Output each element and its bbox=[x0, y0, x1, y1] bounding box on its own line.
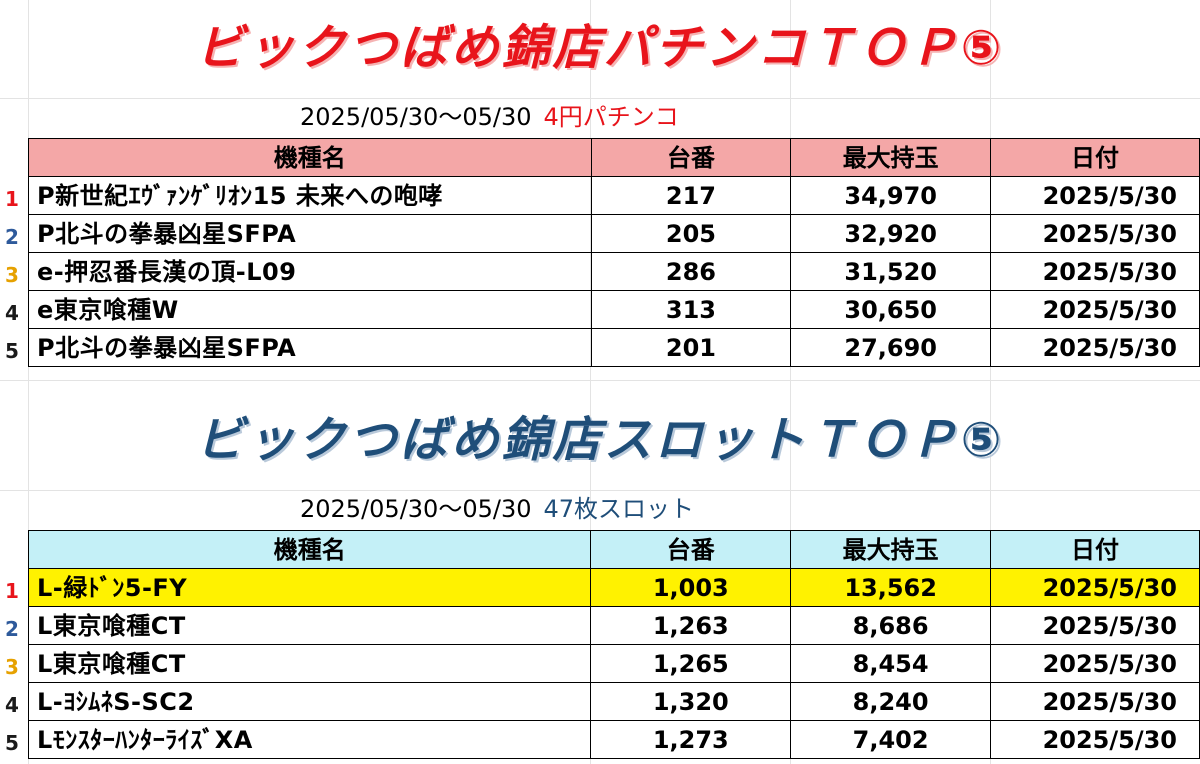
table-row: P北斗の拳暴凶星SFPA 205 32,920 2025/5/30 bbox=[28, 214, 1200, 253]
rank-number: 1 bbox=[5, 187, 19, 211]
date-cell: 2025/5/30 bbox=[990, 568, 1200, 607]
table-header-row: 機種名 台番 最大持玉 日付 bbox=[28, 138, 1200, 177]
header-date: 日付 bbox=[990, 530, 1200, 569]
machine-number-cell: 1,263 bbox=[590, 606, 792, 645]
pachinko-title: ビックつばめ錦店パチンコＴＯＰ⑤ bbox=[195, 20, 1005, 76]
table-row: L-ﾖｼﾑﾈS-SC2 1,320 8,240 2025/5/30 bbox=[27, 682, 1200, 721]
machine-name-cell: P北斗の拳暴凶星SFPA bbox=[28, 214, 592, 253]
table-row: e-押忍番長漢の頂-L09 286 31,520 2025/5/30 bbox=[28, 252, 1200, 291]
machine-number-cell: 217 bbox=[590, 176, 792, 215]
max-balls-cell: 8,240 bbox=[790, 682, 992, 721]
date-cell: 2025/5/30 bbox=[990, 682, 1200, 721]
max-balls-cell: 13,562 bbox=[790, 568, 992, 607]
header-max-balls: 最大持玉 bbox=[790, 530, 992, 569]
grid-line bbox=[990, 0, 991, 764]
rank-number: 4 bbox=[5, 693, 19, 717]
grid-line bbox=[0, 490, 1200, 491]
slot-period: 2025/05/30～05/30 bbox=[300, 495, 532, 523]
grid-line bbox=[590, 0, 591, 764]
table-header-row: 機種名 台番 最大持玉 日付 bbox=[27, 530, 1200, 569]
machine-name-cell: e東京喰種W bbox=[28, 290, 592, 329]
header-machine-number: 台番 bbox=[590, 138, 792, 177]
header-machine-number: 台番 bbox=[590, 530, 792, 569]
machine-number-cell: 205 bbox=[590, 214, 792, 253]
rank-number: 5 bbox=[5, 339, 19, 363]
date-cell: 2025/5/30 bbox=[990, 644, 1200, 683]
grid-line bbox=[790, 0, 791, 764]
machine-name-cell: LﾓﾝｽﾀｰﾊﾝﾀｰﾗｲｽﾞXA bbox=[27, 720, 592, 759]
machine-name-cell: L-緑ﾄﾞﾝ5-FY bbox=[27, 568, 592, 607]
table-row: P北斗の拳暴凶星SFPA 201 27,690 2025/5/30 bbox=[28, 328, 1200, 367]
max-balls-cell: 8,686 bbox=[790, 606, 992, 645]
machine-name-cell: P北斗の拳暴凶星SFPA bbox=[28, 328, 592, 367]
date-cell: 2025/5/30 bbox=[990, 290, 1200, 329]
date-cell: 2025/5/30 bbox=[990, 214, 1200, 253]
date-cell: 2025/5/30 bbox=[990, 176, 1200, 215]
machine-name-cell: P新世紀ｴｳﾞｧﾝｹﾞﾘｵﾝ15 未来への咆哮 bbox=[28, 176, 592, 215]
slot-period-line: 2025/05/30～05/30 47枚スロット bbox=[300, 492, 694, 526]
rank-number: 4 bbox=[5, 301, 19, 325]
max-balls-cell: 31,520 bbox=[790, 252, 992, 291]
table-row: L東京喰種CT 1,263 8,686 2025/5/30 bbox=[27, 606, 1200, 645]
machine-number-cell: 1,320 bbox=[590, 682, 792, 721]
machine-number-cell: 1,003 bbox=[590, 568, 792, 607]
slot-title: ビックつばめ錦店スロットＴＯＰ⑤ bbox=[195, 412, 1005, 468]
date-cell: 2025/5/30 bbox=[990, 328, 1200, 367]
rank-number: 5 bbox=[5, 731, 19, 755]
machine-name-cell: L東京喰種CT bbox=[27, 644, 592, 683]
pachinko-period-line: 2025/05/30～05/30 4円パチンコ bbox=[300, 100, 679, 134]
rank-number: 3 bbox=[5, 263, 19, 287]
machine-name-cell: L東京喰種CT bbox=[27, 606, 592, 645]
max-balls-cell: 8,454 bbox=[790, 644, 992, 683]
machine-name-cell: e-押忍番長漢の頂-L09 bbox=[28, 252, 592, 291]
machine-number-cell: 1,265 bbox=[590, 644, 792, 683]
rank-number: 2 bbox=[5, 617, 19, 641]
header-max-balls: 最大持玉 bbox=[790, 138, 992, 177]
max-balls-cell: 27,690 bbox=[790, 328, 992, 367]
table-row-highlighted: L-緑ﾄﾞﾝ5-FY 1,003 13,562 2025/5/30 bbox=[27, 568, 1200, 607]
machine-number-cell: 313 bbox=[590, 290, 792, 329]
header-date: 日付 bbox=[990, 138, 1200, 177]
max-balls-cell: 30,650 bbox=[790, 290, 992, 329]
slot-category: 47枚スロット bbox=[543, 495, 695, 523]
table-row: P新世紀ｴｳﾞｧﾝｹﾞﾘｵﾝ15 未来への咆哮 217 34,970 2025/… bbox=[28, 176, 1200, 215]
slot-ranking-table: 機種名 台番 最大持玉 日付 L-緑ﾄﾞﾝ5-FY 1,003 13,562 2… bbox=[27, 530, 1200, 759]
rank-number: 1 bbox=[5, 579, 19, 603]
date-cell: 2025/5/30 bbox=[990, 606, 1200, 645]
machine-name-cell: L-ﾖｼﾑﾈS-SC2 bbox=[27, 682, 592, 721]
max-balls-cell: 7,402 bbox=[790, 720, 992, 759]
pachinko-period: 2025/05/30～05/30 bbox=[300, 103, 532, 131]
table-row: LﾓﾝｽﾀｰﾊﾝﾀｰﾗｲｽﾞXA 1,273 7,402 2025/5/30 bbox=[27, 720, 1200, 759]
grid-line bbox=[28, 0, 29, 764]
pachinko-category: 4円パチンコ bbox=[543, 103, 679, 131]
rank-number: 2 bbox=[5, 225, 19, 249]
machine-number-cell: 1,273 bbox=[590, 720, 792, 759]
table-row: e東京喰種W 313 30,650 2025/5/30 bbox=[28, 290, 1200, 329]
grid-line bbox=[0, 380, 1200, 381]
max-balls-cell: 34,970 bbox=[790, 176, 992, 215]
table-row: L東京喰種CT 1,265 8,454 2025/5/30 bbox=[27, 644, 1200, 683]
header-machine-name: 機種名 bbox=[27, 530, 592, 569]
rank-number: 3 bbox=[5, 655, 19, 679]
machine-number-cell: 286 bbox=[590, 252, 792, 291]
pachinko-ranking-table: 機種名 台番 最大持玉 日付 P新世紀ｴｳﾞｧﾝｹﾞﾘｵﾝ15 未来への咆哮 2… bbox=[28, 138, 1200, 367]
header-machine-name: 機種名 bbox=[28, 138, 592, 177]
grid-line bbox=[0, 98, 1200, 99]
date-cell: 2025/5/30 bbox=[990, 252, 1200, 291]
max-balls-cell: 32,920 bbox=[790, 214, 992, 253]
date-cell: 2025/5/30 bbox=[990, 720, 1200, 759]
machine-number-cell: 201 bbox=[590, 328, 792, 367]
